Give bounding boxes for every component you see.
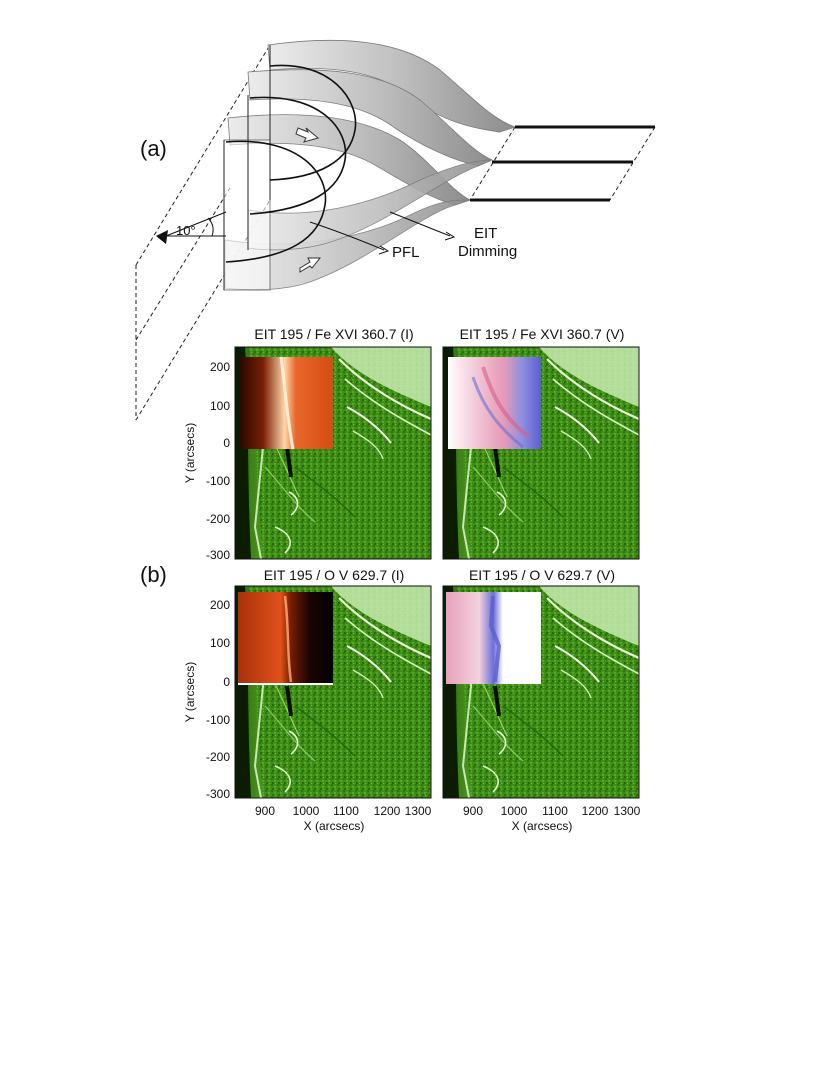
x-tick: 1100: [333, 804, 359, 818]
y-tick: -100: [206, 713, 230, 727]
panel-b-label: (b): [140, 562, 167, 587]
pfl-label: PFL: [392, 244, 420, 261]
y-tick: 200: [210, 598, 230, 612]
y-axis-label-top: Y (arcsecs): [183, 423, 197, 483]
flow-arrows: [295, 127, 322, 273]
x-axis-label-left: X (arcsecs): [304, 819, 365, 833]
image-ov-velocity: [441, 584, 641, 800]
x-tick: 1000: [293, 804, 320, 818]
image-panels: EIT 195 / Fe XVI 360.7 (I) EIT 195 / Fe …: [140, 326, 641, 833]
x-tick: 1300: [405, 804, 432, 818]
dimming-label-line2: Dimming: [458, 243, 517, 260]
x-tick: 900: [463, 804, 483, 818]
y-tick: -300: [206, 548, 230, 562]
y-tick: -200: [206, 512, 230, 526]
eye-icon: [156, 211, 227, 244]
y-tick: -300: [206, 787, 230, 801]
y-tick: -100: [206, 474, 230, 488]
y-tick: 200: [210, 360, 230, 374]
dimming-label-line1: EIT: [474, 225, 497, 242]
title-fe-velocity: EIT 195 / Fe XVI 360.7 (V): [460, 326, 625, 342]
title-ov-intensity: EIT 195 / O V 629.7 (I): [264, 567, 405, 583]
x-tick: 1300: [614, 804, 641, 818]
image-fe-velocity: [441, 345, 641, 561]
y-tick: 0: [223, 675, 230, 689]
y-tick: 0: [223, 436, 230, 450]
angle-label: 10°: [176, 223, 196, 238]
y-ticks-bottom: 200 100 0 -100 -200 -300: [206, 598, 230, 801]
x-ticks-left: 900 1000 1100 1200 1300: [255, 804, 432, 818]
title-fe-intensity: EIT 195 / Fe XVI 360.7 (I): [254, 326, 413, 342]
flux-tubes: [224, 39, 517, 291]
x-ticks-right: 900 1000 1100 1200 1300: [463, 804, 641, 818]
image-fe-intensity: [233, 345, 433, 561]
y-tick: 100: [210, 399, 230, 413]
schematic-panel: 10° (a) PFL EIT Dimming: [135, 39, 656, 421]
post-flare-loops: [225, 64, 357, 263]
y-tick: 100: [210, 636, 230, 650]
image-ov-intensity: [233, 584, 433, 800]
annotation-pointers: [309, 211, 456, 255]
panel-a-label: (a): [140, 136, 167, 161]
x-axis-label-right: X (arcsecs): [512, 819, 573, 833]
x-tick: 1100: [542, 804, 568, 818]
title-ov-velocity: EIT 195 / O V 629.7 (V): [469, 567, 615, 583]
x-tick: 1200: [582, 804, 609, 818]
current-sheet-lines: [470, 125, 655, 202]
y-tick: -200: [206, 750, 230, 764]
x-tick: 1200: [374, 804, 401, 818]
y-axis-label-bottom: Y (arcsecs): [183, 662, 197, 722]
x-tick: 900: [255, 804, 275, 818]
x-tick: 1000: [501, 804, 528, 818]
y-ticks-top: 200 100 0 -100 -200 -300: [206, 360, 230, 562]
vertical-plane: [223, 45, 271, 291]
